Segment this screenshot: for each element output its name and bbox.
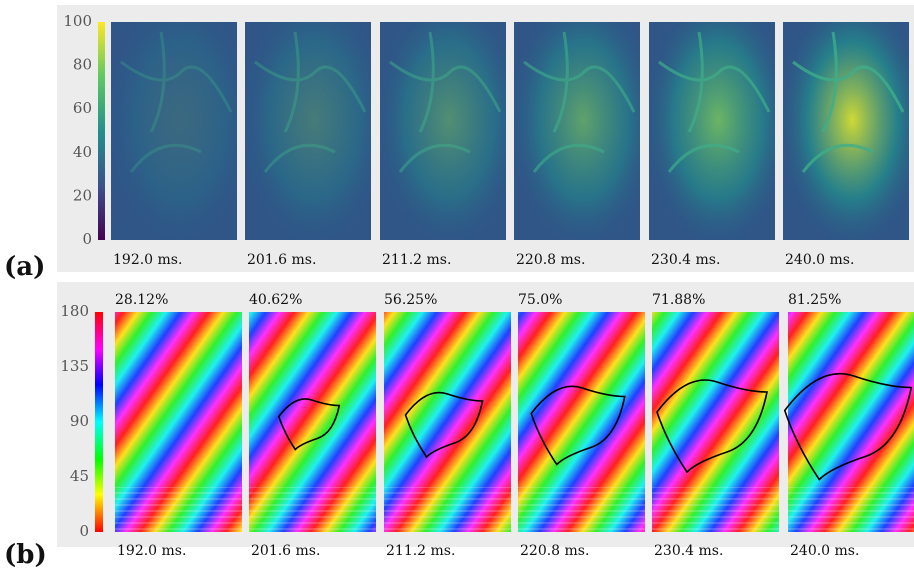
frame-noise <box>652 487 779 532</box>
frame-glow <box>649 22 775 240</box>
colorbar-tick-label: 40 <box>73 143 92 161</box>
frame-image <box>245 22 371 240</box>
colorbar <box>98 22 105 240</box>
contour <box>783 372 913 481</box>
colorbar-tick-label: 80 <box>73 56 92 74</box>
colorbar-tick-label: 0 <box>79 522 89 540</box>
frame-noise <box>788 487 914 532</box>
frame-image <box>249 312 376 532</box>
contour <box>656 379 768 474</box>
frame-image <box>380 22 506 240</box>
frame-time: 201.6 ms. <box>247 252 316 268</box>
frame-time: 230.4 ms. <box>654 543 723 559</box>
contour <box>404 391 484 459</box>
frame-image <box>518 312 645 532</box>
frame-image <box>115 312 242 532</box>
frame-glow <box>783 22 909 240</box>
contour <box>277 398 341 451</box>
frame-time: 192.0 ms. <box>113 252 182 268</box>
frame-noise <box>115 487 242 532</box>
frame-time: 211.2 ms. <box>382 252 451 268</box>
frame-percentage: 81.25% <box>788 292 841 308</box>
colorbar-tick-label: 135 <box>60 357 89 375</box>
colorbar-tick-label: 180 <box>60 302 89 320</box>
frame-glow <box>111 22 237 240</box>
frame-image <box>384 312 511 532</box>
frame-image <box>649 22 775 240</box>
frame-noise <box>249 487 376 532</box>
frame-time: 220.8 ms. <box>516 252 585 268</box>
frame-texture <box>254 31 367 173</box>
colorbar-tick-label: 90 <box>70 412 89 430</box>
colorbar <box>95 312 103 532</box>
colorbar-tick-label: 20 <box>73 186 92 204</box>
frame-percentage: 71.88% <box>652 292 705 308</box>
frame-glow <box>245 22 371 240</box>
frame-time: 240.0 ms. <box>790 543 859 559</box>
frame-glow <box>514 22 640 240</box>
frame-texture <box>120 31 233 173</box>
frame-noise <box>518 487 645 532</box>
contour <box>530 385 626 466</box>
frame-percentage: 56.25% <box>384 292 437 308</box>
frame-image <box>514 22 640 240</box>
frame-percentage: 40.62% <box>249 292 302 308</box>
panel-label: (a) <box>4 252 45 282</box>
frame-time: 220.8 ms. <box>520 543 589 559</box>
frame-time: 240.0 ms. <box>785 252 854 268</box>
frame-image <box>783 312 914 532</box>
frame-time: 192.0 ms. <box>117 543 186 559</box>
frame-texture <box>389 31 502 173</box>
colorbar-tick-label: 45 <box>70 467 89 485</box>
frame-texture <box>658 31 771 173</box>
frame-percentage: 28.12% <box>115 292 168 308</box>
frame-time: 230.4 ms. <box>651 252 720 268</box>
colorbar-tick-label: 0 <box>82 230 92 248</box>
colorbar-tick-label: 100 <box>63 12 92 30</box>
frame-image <box>652 312 779 532</box>
panel-label: (b) <box>4 540 47 570</box>
frame-image <box>783 22 909 240</box>
frame-time: 211.2 ms. <box>386 543 455 559</box>
frame-image <box>111 22 237 240</box>
frame-texture <box>792 31 905 173</box>
frame-percentage: 75.0% <box>518 292 562 308</box>
colorbar-tick-label: 60 <box>73 99 92 117</box>
frame-glow <box>380 22 506 240</box>
frame-time: 201.6 ms. <box>251 543 320 559</box>
frame-noise <box>384 487 511 532</box>
frame-texture <box>523 31 636 173</box>
